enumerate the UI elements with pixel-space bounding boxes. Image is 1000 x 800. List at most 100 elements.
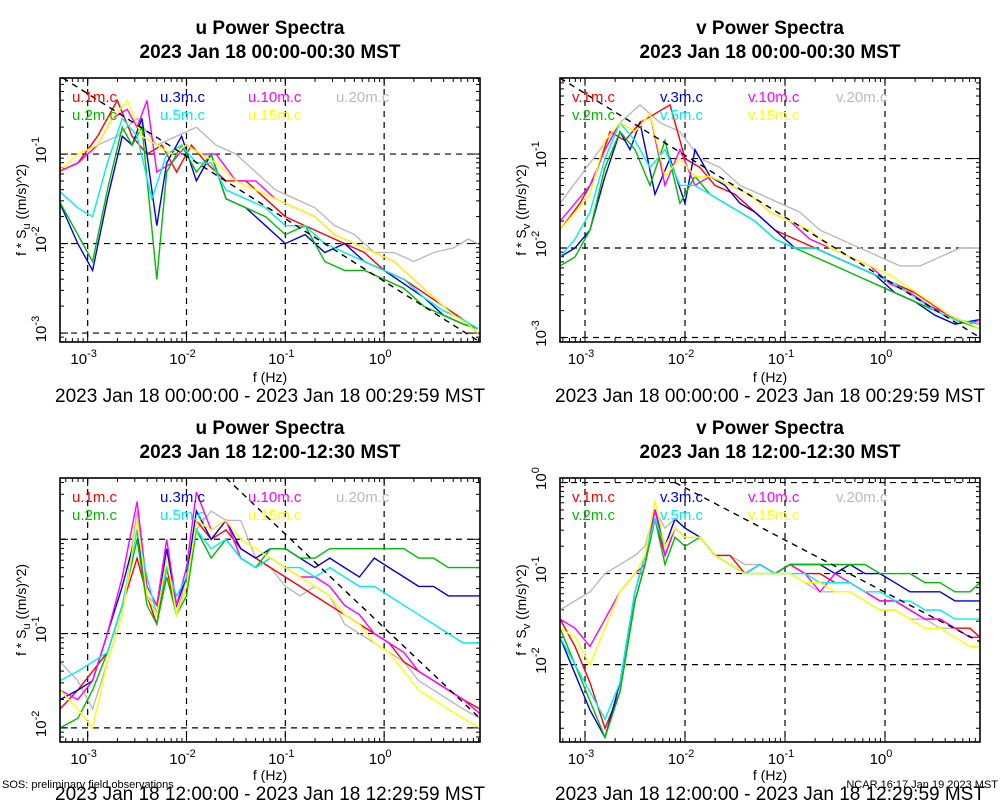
- legend-entry: v.3m.c: [660, 89, 704, 106]
- legend-entry: v.20m.c: [836, 89, 888, 106]
- y-tick-label: 10-2: [30, 711, 50, 737]
- reference-slope-line: [674, 481, 980, 643]
- panel-title: u Power Spectra: [196, 418, 345, 439]
- y-tick-label: 10-1: [30, 616, 50, 642]
- y-tick-label: 10-2: [530, 231, 550, 257]
- panel-subtitle: 2023 Jan 18 12:00-12:30 MST: [140, 442, 401, 463]
- x-tick-label: 100: [870, 748, 893, 768]
- panel-title: v Power Spectra: [696, 18, 844, 39]
- series-line-u-3m-c: [60, 118, 479, 330]
- plot-frame: [559, 477, 981, 743]
- series-line-v-15m-c: [560, 112, 980, 330]
- y-axis-label: f * Su ((m/s)^2): [13, 164, 33, 256]
- series-line-u-2m-c: [60, 124, 479, 330]
- x-tick-label: 10-1: [768, 348, 794, 368]
- legend-entry: u.15m.c: [248, 107, 302, 124]
- y-tick-label: 10-1: [530, 141, 550, 167]
- spectra-panel-1: u Power Spectra 2023 Jan 18 00:00-00:30 M…: [13, 18, 485, 407]
- panel-title: v Power Spectra: [696, 418, 844, 439]
- panel-subtitle: 2023 Jan 18 00:00-00:30 MST: [640, 42, 901, 63]
- series-group: [560, 78, 980, 339]
- x-tick-label: 10-3: [568, 748, 594, 768]
- x-axis-label: f (Hz): [253, 767, 287, 783]
- panel-subtitle: 2023 Jan 18 12:00-12:30 MST: [640, 442, 901, 463]
- series-line-v-15m-c: [560, 500, 980, 667]
- legend-entry: v.3m.c: [660, 489, 704, 506]
- legend-entry: v.5m.c: [660, 507, 704, 524]
- x-tick-label: 10-2: [169, 348, 195, 368]
- plot-frame: [59, 77, 481, 343]
- legend-entry: u.20m.c: [336, 489, 390, 506]
- panel-subtitle: 2023 Jan 18 00:00-00:30 MST: [140, 42, 401, 63]
- x-tick-label: 100: [369, 748, 392, 768]
- legend-entry: u.1m.c: [72, 89, 118, 106]
- y-tick-label: 10-1: [30, 137, 50, 163]
- series-line-v-2m-c: [560, 518, 980, 740]
- y-tick-label: 10-2: [30, 226, 50, 252]
- x-tick-label: 10-3: [70, 348, 96, 368]
- x-axis-label: f (Hz): [253, 369, 287, 385]
- x-tick-label: 100: [369, 348, 392, 368]
- y-tick-label: 100: [530, 467, 550, 490]
- series-line-u-5m-c: [60, 116, 479, 330]
- legend-entry: v.2m.c: [572, 507, 616, 524]
- legend-entry: u.10m.c: [248, 89, 302, 106]
- spectra-panel-3: u Power Spectra 2023 Jan 18 12:00-12:30 M…: [13, 418, 485, 800]
- spectra-panel-4: v Power Spectra 2023 Jan 18 12:00-12:30 M…: [513, 418, 985, 800]
- legend-entry: v.15m.c: [748, 507, 800, 524]
- x-tick-label: 100: [870, 348, 893, 368]
- legend-entry: u.5m.c: [160, 107, 206, 124]
- legend-entry: v.1m.c: [572, 489, 616, 506]
- series-line-u-15m-c: [60, 519, 480, 730]
- x-tick-label: 10-1: [268, 748, 294, 768]
- spectra-panel-2: v Power Spectra 2023 Jan 18 00:00-00:30 M…: [513, 18, 985, 407]
- legend-entry: u.5m.c: [160, 507, 206, 524]
- legend-entry: u.1m.c: [72, 489, 118, 506]
- time-range-caption: 2023 Jan 18 12:00:00 - 2023 Jan 18 12:29…: [55, 784, 485, 800]
- legend-entry: v.2m.c: [572, 107, 616, 124]
- x-tick-label: 10-1: [268, 348, 294, 368]
- x-tick-label: 10-2: [668, 748, 694, 768]
- reference-slope-line: [560, 78, 980, 339]
- legend-entry: u.2m.c: [72, 507, 118, 524]
- legend-entry: v.20m.c: [836, 489, 888, 506]
- reference-slope-line: [62, 78, 480, 342]
- x-axis-label: f (Hz): [753, 767, 787, 783]
- series-group: [60, 478, 480, 730]
- y-tick-label: 10-1: [530, 556, 550, 582]
- series-line-u-2m-c: [60, 527, 480, 729]
- plot-frame: [559, 77, 981, 343]
- series-line-v-5m-c: [560, 516, 980, 721]
- series-line-u-5m-c: [60, 528, 480, 682]
- x-tick-label: 10-2: [169, 748, 195, 768]
- time-range-caption: 2023 Jan 18 12:00:00 - 2023 Jan 18 12:29…: [555, 784, 985, 800]
- y-tick-label: 10-2: [530, 647, 550, 673]
- y-axis-label: f * Sv ((m/s)^2): [513, 164, 533, 255]
- x-tick-label: 10-3: [70, 748, 96, 768]
- series-group: [60, 78, 480, 342]
- plot-frame: [59, 477, 481, 743]
- x-axis-label: f (Hz): [753, 369, 787, 385]
- legend-entry: v.10m.c: [748, 489, 800, 506]
- y-tick-label: 10-3: [530, 320, 550, 346]
- series-line-v-20m-c: [560, 103, 980, 267]
- legend-entry: u.3m.c: [160, 489, 206, 506]
- legend-entry: u.2m.c: [72, 107, 118, 124]
- legend-entry: v.5m.c: [660, 107, 704, 124]
- x-tick-label: 10-2: [668, 348, 694, 368]
- legend-entry: v.15m.c: [748, 107, 800, 124]
- footer-left: SOS: preliminary field observations: [2, 779, 174, 791]
- legend-entry: u.15m.c: [248, 507, 302, 524]
- x-tick-label: 10-3: [568, 348, 594, 368]
- legend-entry: v.10m.c: [748, 89, 800, 106]
- x-tick-label: 10-1: [768, 748, 794, 768]
- series-line-u-20m-c: [60, 117, 479, 263]
- legend-entry: u.20m.c: [336, 89, 390, 106]
- reference-slope-line: [225, 478, 480, 719]
- legend-entry: u.10m.c: [248, 489, 302, 506]
- time-range-caption: 2023 Jan 18 00:00:00 - 2023 Jan 18 00:29…: [555, 386, 985, 407]
- footer-right: NCAR 16:17 Jan 19 2023 MST: [846, 779, 998, 791]
- y-axis-label: f * Su ((m/s)^2): [13, 564, 33, 656]
- panel-title: u Power Spectra: [196, 18, 345, 39]
